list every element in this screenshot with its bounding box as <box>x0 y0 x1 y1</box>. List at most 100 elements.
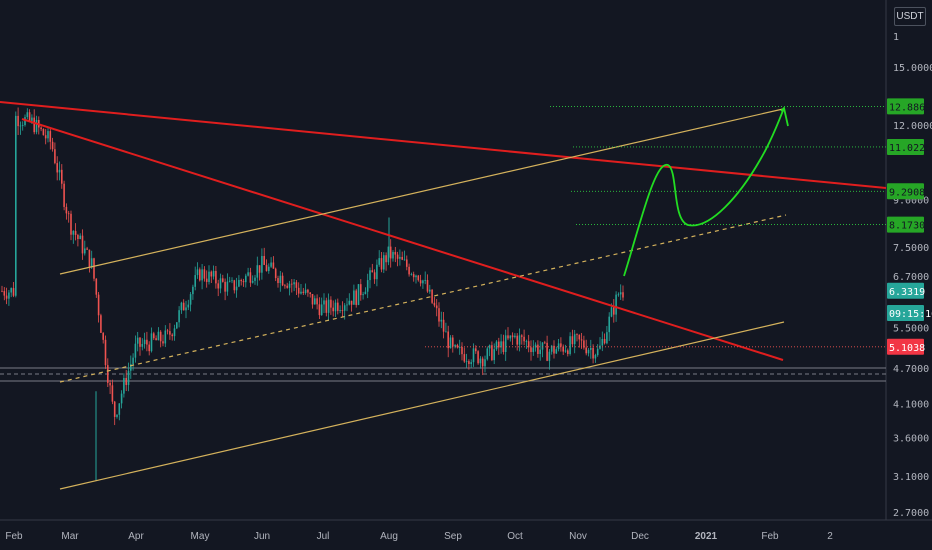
candle-body <box>514 335 516 338</box>
descending-trendline <box>21 118 784 361</box>
candle-body <box>578 334 581 340</box>
price-badge-label: 5.1038 <box>889 343 925 354</box>
candle-body <box>378 258 380 265</box>
candle-body <box>325 300 328 313</box>
candle-body <box>364 291 367 295</box>
candle-body <box>159 331 162 342</box>
price-tick-label: 9.0000 <box>893 196 929 207</box>
candle-body <box>261 256 263 273</box>
price-badge-label: 12.8869 <box>889 102 931 113</box>
candle-body <box>311 293 314 305</box>
candle-body <box>242 281 245 283</box>
currency-label[interactable]: USDT <box>894 7 926 26</box>
candle-body <box>484 359 486 367</box>
candle-body <box>468 361 470 364</box>
candle-body <box>585 347 587 354</box>
candle-body <box>263 256 265 265</box>
candle-body <box>176 322 178 329</box>
candle-body <box>590 347 592 350</box>
candle-body <box>120 393 123 404</box>
price-badge-label: 09:15:16 <box>889 309 932 320</box>
candle-body <box>51 141 54 150</box>
candle-body <box>26 112 29 118</box>
candle-body <box>228 280 231 282</box>
candle-body <box>212 270 215 277</box>
candle-body <box>337 302 339 311</box>
price-badge <box>887 98 924 115</box>
candle-body <box>143 339 146 344</box>
candle-body <box>410 274 413 275</box>
candle-body <box>157 331 160 341</box>
candle-body <box>426 280 429 292</box>
candle-body <box>74 230 77 235</box>
time-tick-label: Mar <box>61 531 79 542</box>
candle-body <box>562 346 564 352</box>
candle-body <box>486 348 489 360</box>
price-tick-label: 15.0000 <box>893 63 932 74</box>
candle-body <box>19 125 22 127</box>
candle-body <box>61 169 63 184</box>
candle-body <box>86 248 88 250</box>
candle-body <box>5 295 8 299</box>
candle-body <box>12 288 15 296</box>
candle-body <box>330 299 332 308</box>
candle-body <box>592 347 594 359</box>
candle-body <box>452 337 454 347</box>
candle-body <box>123 377 125 394</box>
candle-body <box>537 344 539 354</box>
candle-body <box>357 284 360 305</box>
candle-body <box>173 328 176 337</box>
time-tick-label: Jul <box>317 531 330 542</box>
price-tick-label: 4.7000 <box>893 364 929 375</box>
candle-body <box>146 339 148 345</box>
candle-body <box>63 183 65 207</box>
candle-body <box>155 338 157 341</box>
candle-body <box>350 300 353 305</box>
candle-body <box>166 330 169 332</box>
time-tick-label: Dec <box>631 531 649 542</box>
price-tick-label: 7.5000 <box>893 243 929 254</box>
candle-body <box>187 304 190 308</box>
candle-body <box>70 213 72 235</box>
candle-body <box>192 286 194 295</box>
candle-body <box>323 300 325 305</box>
candle-body <box>341 310 344 311</box>
candle-body <box>573 334 576 345</box>
candle-body <box>461 347 463 355</box>
candle-body <box>141 343 144 347</box>
candle-body <box>31 117 33 121</box>
candle-body <box>42 129 45 136</box>
candle-body <box>205 278 208 282</box>
price-badge <box>887 305 924 321</box>
candle-body <box>560 343 562 347</box>
time-tick-label: Sep <box>444 531 462 542</box>
candle-body <box>314 298 316 305</box>
candle-body <box>456 344 459 348</box>
candle-body <box>65 206 68 214</box>
candle-body <box>327 299 330 313</box>
candle-body <box>118 403 121 415</box>
candle-body <box>438 308 440 322</box>
candle-body <box>500 341 502 348</box>
candle-body <box>534 344 537 348</box>
candle-body <box>387 246 390 263</box>
candle-body <box>465 361 468 362</box>
candle-body <box>477 351 479 364</box>
candle-body <box>116 414 118 417</box>
candle-body <box>249 272 252 283</box>
candle-body <box>516 335 518 345</box>
candle-body <box>360 284 362 296</box>
time-tick-label: Apr <box>128 531 144 542</box>
candle-body <box>215 270 217 284</box>
candle-body <box>527 341 530 348</box>
candle-body <box>217 283 219 289</box>
candle-body <box>332 307 334 312</box>
candle-body <box>343 305 346 311</box>
candle-body <box>401 256 403 260</box>
time-tick-label: Feb <box>761 531 779 542</box>
candle-body <box>309 292 311 294</box>
candle-body <box>3 291 6 296</box>
candle-body <box>530 347 532 353</box>
candle-body <box>21 125 24 126</box>
